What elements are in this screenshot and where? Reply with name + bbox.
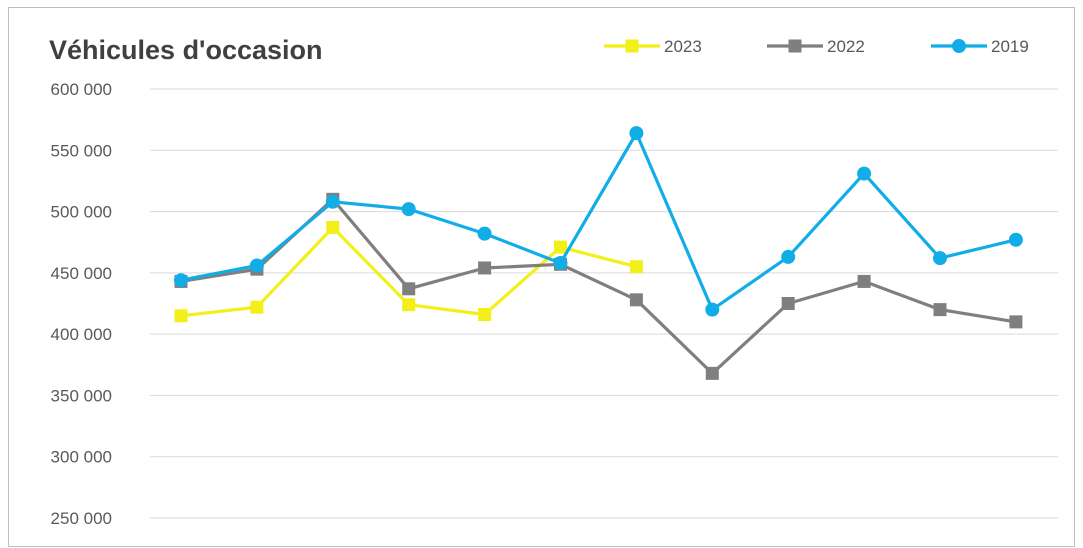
y-tick-label: 500 000 [51,203,112,222]
data-point [250,300,264,314]
y-axis-tick-labels: 250 000 300 000 350 000 400 000 450 000 500 0… [51,80,112,528]
data-point [174,273,188,288]
data-point [326,221,340,235]
chart-frame: Véhicules d'occasion 250 000 300 000 350 0… [8,7,1075,547]
legend-item-2019: 2019 [931,37,1029,56]
series-2023 [174,221,643,323]
y-tick-label: 250 000 [51,509,112,528]
legend-item-2023: 2023 [604,37,702,56]
y-tick-label: 550 000 [51,141,112,160]
data-point [477,226,492,241]
data-point [629,293,643,307]
data-point [478,308,492,322]
line-chart: Véhicules d'occasion 250 000 300 000 350 0… [49,35,1058,528]
data-point [553,256,568,271]
data-point [1008,232,1023,247]
series-lines [174,126,1023,380]
data-point [629,260,643,274]
legend: 2023 2022 2019 [604,37,1029,56]
data-point [554,240,567,254]
series-2022 [174,192,1023,380]
data-point [788,39,802,53]
y-tick-label: 300 000 [51,448,112,467]
y-tick-label: 600 000 [51,80,112,99]
data-point [857,166,872,181]
data-point [249,258,264,273]
legend-item-2022: 2022 [767,37,865,56]
legend-label: 2023 [664,37,702,56]
legend-label: 2022 [827,37,865,56]
data-point [402,298,416,312]
data-point [857,274,871,288]
data-point [625,39,639,53]
chart-title: Véhicules d'occasion [49,35,323,65]
y-tick-label: 450 000 [51,264,112,283]
data-point [705,366,719,380]
data-point [933,251,947,266]
gridlines [150,88,1058,519]
legend-label: 2019 [991,37,1029,56]
data-point [174,309,188,323]
data-point [401,202,416,217]
data-point [478,261,492,275]
data-point [952,39,966,53]
data-point [325,194,340,209]
data-point [781,249,796,264]
y-tick-label: 400 000 [51,325,112,344]
data-point [402,282,416,296]
data-point [933,303,947,317]
data-point [705,302,720,317]
series-line [179,131,1018,312]
series-2019 [174,126,1023,317]
data-point [781,297,795,310]
data-point [629,126,644,141]
data-point [1009,315,1023,329]
y-tick-label: 350 000 [51,386,112,405]
